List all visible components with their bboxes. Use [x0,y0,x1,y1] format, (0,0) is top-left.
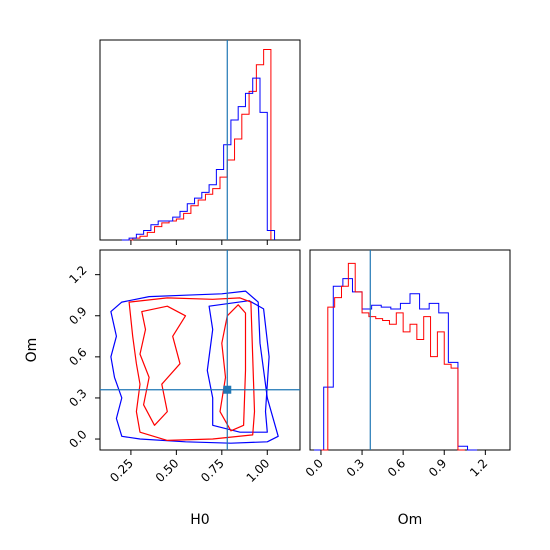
h0-histogram-ticks [130,240,268,245]
joint-y-tick-label: 0.3 [66,386,89,409]
om-histogram-red [320,262,465,451]
h0-histogram-frame [99,39,301,241]
joint-x-axis-label: H0 [190,512,209,528]
om-histogram-panel: 0.0 0.3 0.6 0.9 1.2 Om [303,249,511,528]
om-x-tick-label: 1.2 [467,456,490,479]
joint-y-tick-label: 0.6 [66,345,89,368]
joint-contour-frame [99,249,301,451]
joint-y-tick-label: 0.0 [66,427,89,450]
h0-histogram-series [121,49,276,241]
om-x-tick-label: 0.9 [426,456,449,479]
joint-contour-series [110,290,279,444]
joint-contour-red [128,297,256,441]
h0-histogram-blue [121,77,276,241]
om-histogram-x-ticks: 0.0 0.3 0.6 0.9 1.2 [303,450,490,480]
joint-y-tick-label: 0.9 [66,304,89,327]
om-histogram-frame [309,249,511,451]
joint-contour-blue [206,300,270,433]
joint-contour-blue [110,290,279,444]
joint-x-ticks: 0.25 0.50 0.75 1.00 [107,450,272,485]
joint-contour-panel: 0.25 0.50 0.75 1.00 0.0 0.3 0.6 0.9 1.2 H0 Om [24,249,301,528]
om-x-tick-label: 0.0 [303,456,326,479]
joint-x-tick-label: 0.25 [107,456,136,485]
joint-y-ticks: 0.0 0.3 0.6 0.9 1.2 [66,263,100,451]
joint-x-tick-label: 0.75 [198,456,227,485]
om-histogram-series [314,262,478,451]
om-histogram-blue [314,278,478,451]
h0-histogram-panel [99,39,301,245]
joint-contour-red [139,305,187,426]
joint-x-tick-label: 1.00 [244,456,273,485]
h0-histogram-red [125,49,272,241]
om-x-axis-label: Om [398,512,423,528]
om-x-tick-label: 0.3 [344,456,367,479]
joint-y-axis-label: Om [24,338,40,363]
joint-y-tick-label: 1.2 [66,263,89,286]
om-x-tick-label: 0.6 [385,456,408,479]
joint-x-tick-label: 0.50 [153,456,182,485]
joint-contour-red [219,304,247,432]
joint-truth-marker [223,385,232,394]
